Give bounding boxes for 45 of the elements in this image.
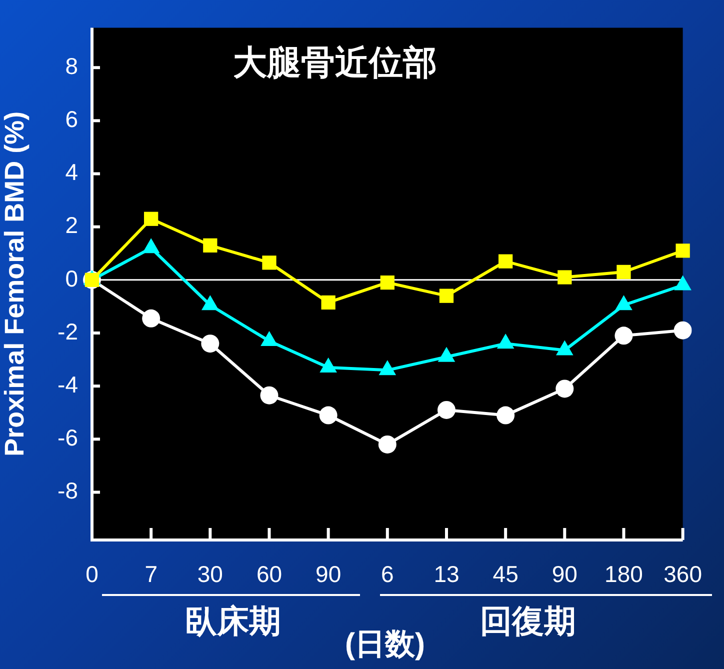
point [203,238,218,252]
x-tick-label: 360 [664,561,702,588]
point [262,256,276,270]
y-axis-title: Proximal Femoral BMD (%) [0,111,30,456]
x-tick-label: 90 [316,561,342,588]
y-tick-label: 2 [65,212,78,238]
x-tick-label: 180 [604,561,643,588]
point [498,254,513,268]
y-tick-label: -4 [58,371,78,398]
x-tick-label: 0 [86,561,98,588]
y-tick-label: -6 [58,424,78,450]
x-axis-title: (日数) [345,627,425,663]
x-tick-label: 60 [256,561,282,588]
text: 臥床期 [185,602,281,641]
x-tick-label: 90 [552,561,578,588]
y-tick-label: 4 [65,159,78,186]
y-tick-label: 6 [65,106,78,132]
point [144,212,158,226]
point [260,386,278,404]
point [380,276,394,290]
x-tick-label: 13 [434,561,460,588]
point [614,326,633,345]
text: 大腿骨近位部 [233,44,437,82]
point [321,295,336,310]
point [676,244,690,258]
point [556,380,574,398]
y-tick-label: 0 [65,265,78,292]
point [378,435,396,454]
point [439,288,454,303]
point [496,406,515,424]
point [201,334,220,353]
y-tick-label: -2 [58,318,78,344]
point [142,309,160,328]
x-tick-label: 45 [492,561,518,588]
point [319,406,338,424]
y-tick-label: -8 [58,478,78,504]
x-tick-label: 7 [144,561,158,588]
point [616,264,631,280]
point [674,321,692,340]
x-tick-label: 30 [197,561,223,588]
point [558,270,572,284]
y-tick-label: 8 [65,52,78,79]
point [437,400,456,419]
x-tick-label: 6 [381,561,394,588]
text: 回復期 [480,602,576,641]
